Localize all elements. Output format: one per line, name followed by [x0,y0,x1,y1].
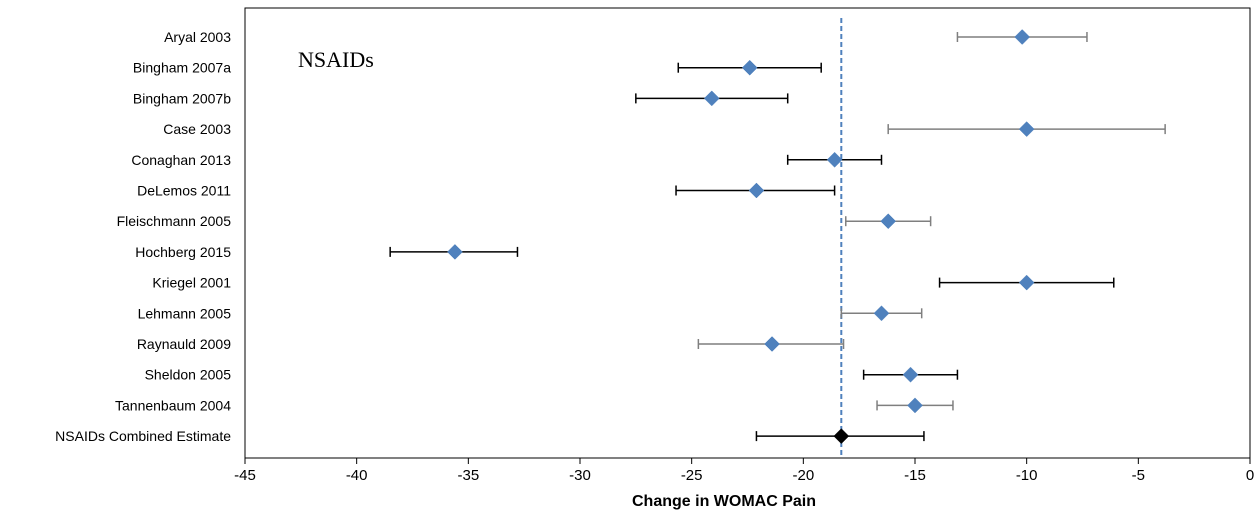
study-label: Bingham 2007b [133,90,231,106]
x-tick-label: -5 [1132,467,1145,484]
study-row [755,428,925,444]
estimate-marker [902,366,919,383]
x-tick-label: -35 [457,467,479,484]
study-label: Raynauld 2009 [137,336,231,352]
x-tick-label: -10 [1016,467,1038,484]
x-tick-label: -25 [681,467,703,484]
x-tick-label: -45 [234,467,256,484]
study-row [956,29,1088,45]
estimate-marker [764,336,780,352]
estimate-marker [1014,29,1031,45]
study-row [876,397,954,414]
study-label: Bingham 2007a [133,60,231,76]
plot-area-border [244,7,1251,459]
estimate-marker [703,90,720,107]
estimate-marker [880,213,897,230]
study-row [635,90,789,107]
study-row [840,305,923,322]
estimate-marker [907,397,923,414]
study-row [862,366,959,383]
study-label: Lehmann 2005 [138,305,232,321]
x-tick-label: -40 [346,467,368,484]
estimate-marker [873,305,890,322]
x-tick-label: 0 [1246,467,1254,484]
study-row [786,151,883,168]
study-label: Sheldon 2005 [145,367,232,383]
study-label: Fleischmann 2005 [117,213,232,229]
estimate-marker [826,151,843,168]
study-label: DeLemos 2011 [137,183,231,199]
estimate-marker [741,59,758,76]
study-row [675,182,836,199]
study-label: Conaghan 2013 [131,152,231,168]
study-row [677,59,822,76]
x-axis-label: Change in WOMAC Pain [632,493,816,510]
study-row [938,274,1115,291]
study-label: Case 2003 [163,121,231,137]
x-tick-label: -30 [569,467,591,484]
estimate-marker [1018,274,1035,291]
study-label: NSAIDs Combined Estimate [55,428,231,444]
chart-annotation: NSAIDs [298,47,374,72]
study-label: Tannenbaum 2004 [115,397,231,413]
study-row [389,244,519,260]
estimate-marker [1018,121,1035,137]
x-tick-label: -15 [904,467,926,484]
x-tick-label: -20 [792,467,814,484]
combined-estimate-marker [833,428,850,444]
study-label: Aryal 2003 [164,29,231,45]
study-label: Kriegel 2001 [152,275,231,291]
study-row [697,336,845,352]
estimate-marker [748,182,765,199]
study-row [887,121,1166,137]
study-label: Hochberg 2015 [135,244,231,260]
estimate-marker [447,244,463,260]
study-row [845,213,932,230]
